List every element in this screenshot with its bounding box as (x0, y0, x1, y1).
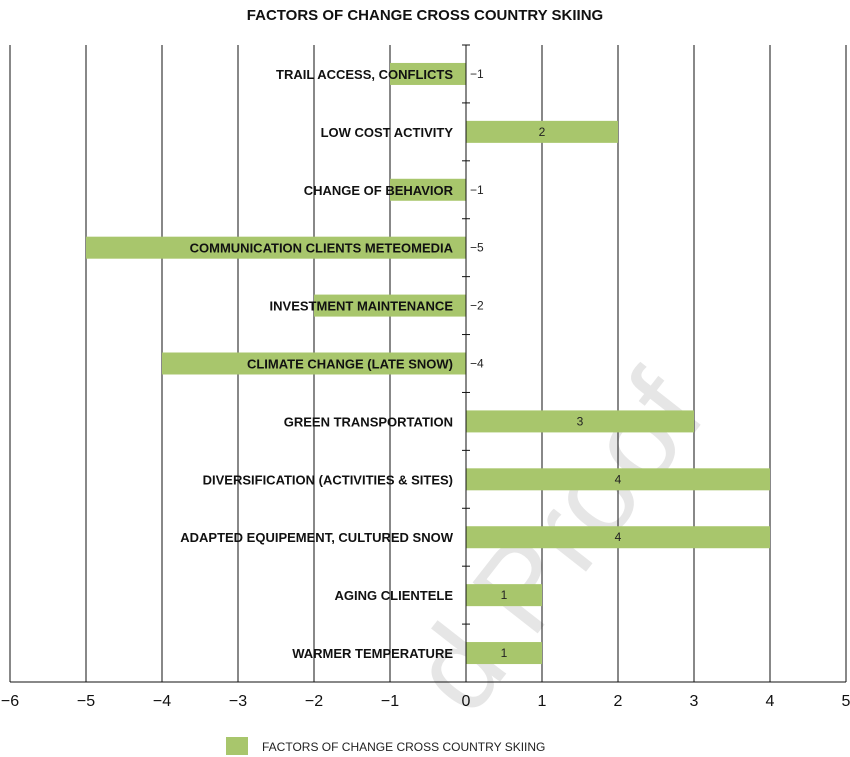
value-label: −1 (470, 67, 484, 81)
value-label: 2 (539, 125, 546, 139)
category-label: AGING CLIENTELE (335, 588, 454, 603)
category-label: COMMUNICATION CLIENTS METEOMEDIA (190, 241, 454, 256)
category-label: ADAPTED EQUIPEMENT, CULTURED SNOW (180, 530, 453, 545)
category-label: CHANGE OF BEHAVIOR (304, 183, 454, 198)
x-tick-label: 2 (614, 693, 623, 710)
legend-label: FACTORS OF CHANGE CROSS COUNTRY SKIING (262, 740, 545, 754)
chart-title: FACTORS OF CHANGE CROSS COUNTRY SKIING (247, 7, 603, 24)
bar (466, 468, 770, 491)
value-label: 1 (501, 646, 508, 660)
x-tick-label: −1 (381, 693, 399, 710)
category-label: GREEN TRANSPORTATION (284, 414, 453, 429)
y-axis (462, 44, 470, 683)
x-tick-label: −6 (1, 693, 19, 710)
x-tick-label: −5 (77, 693, 95, 710)
value-label: 1 (501, 588, 508, 602)
x-tick-label: −4 (153, 693, 171, 710)
category-label: CLIMATE CHANGE (LATE SNOW) (247, 357, 453, 372)
x-tick-label: 1 (538, 693, 547, 710)
bar (466, 526, 770, 549)
value-labels: −1 2 −1 −5 −2 −4 3 4 4 1 1 (470, 67, 622, 660)
value-label: −1 (470, 183, 484, 197)
x-tick-label: −2 (305, 693, 323, 710)
bar (390, 178, 466, 201)
category-label: INVESTMENT MAINTENANCE (270, 299, 454, 314)
category-label: LOW COST ACTIVITY (321, 125, 454, 140)
bar (466, 584, 542, 607)
bar (314, 294, 466, 317)
bar (466, 642, 542, 665)
value-label: −5 (470, 241, 484, 255)
bar (86, 236, 466, 259)
value-label: −4 (470, 357, 484, 371)
value-label: 4 (615, 472, 622, 486)
value-label: 4 (615, 530, 622, 544)
bars (86, 62, 770, 665)
bar (390, 62, 466, 85)
legend-swatch (226, 737, 248, 755)
x-tick-label: 0 (462, 693, 471, 710)
category-labels: TRAIL ACCESS, CONFLICTS LOW COST ACTIVITY… (180, 67, 453, 661)
x-tick-labels: −6 −5 −4 −3 −2 −1 0 1 2 3 4 5 (1, 693, 850, 710)
bar (466, 120, 618, 143)
value-label: −2 (470, 299, 484, 313)
category-label: WARMER TEMPERATURE (292, 646, 453, 661)
category-label: DIVERSIFICATION (ACTIVITIES & SITES) (203, 472, 453, 487)
bar (466, 410, 694, 433)
x-tick-label: 4 (766, 693, 775, 710)
x-tick-label: 3 (690, 693, 699, 710)
x-tick-label: 5 (842, 693, 850, 710)
x-tick-label: −3 (229, 693, 247, 710)
value-label: 3 (577, 414, 584, 428)
bar (162, 352, 466, 375)
legend: FACTORS OF CHANGE CROSS COUNTRY SKIING (226, 737, 545, 755)
category-label: TRAIL ACCESS, CONFLICTS (276, 67, 453, 82)
